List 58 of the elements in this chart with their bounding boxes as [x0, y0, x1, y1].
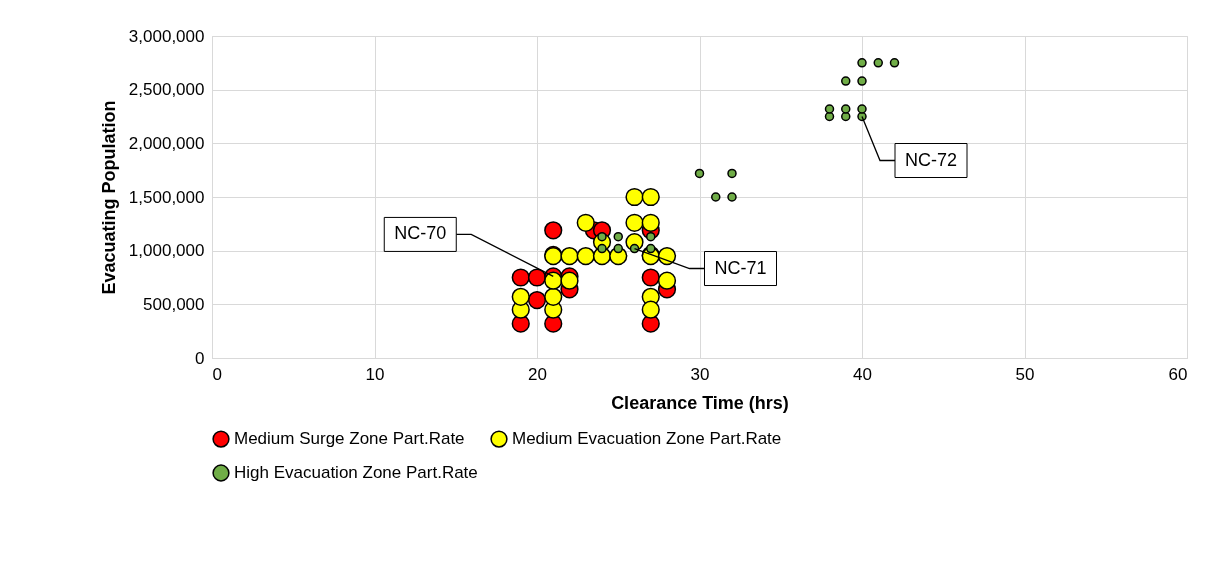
point	[841, 104, 851, 114]
x-tick-label: 30	[690, 364, 710, 384]
point	[857, 104, 867, 114]
point	[560, 271, 579, 290]
y-tick-label: 0	[195, 348, 205, 368]
x-tick-label: 0	[212, 364, 222, 384]
point	[641, 268, 660, 287]
point	[841, 76, 851, 86]
point	[646, 243, 656, 254]
y-tick-label: 3,000,000	[128, 26, 205, 46]
point	[613, 243, 623, 254]
y-tick-label: 1,000,000	[128, 241, 205, 261]
point	[641, 300, 660, 319]
point	[544, 221, 563, 240]
point	[657, 271, 677, 290]
annotation: NC-70	[394, 223, 447, 244]
y-tick-label: 2,500,000	[128, 80, 205, 100]
point	[727, 168, 737, 179]
point	[841, 111, 851, 122]
y-tick-label: 2,000,000	[128, 133, 205, 153]
x-axis-title: Clearance Time (hrs)	[611, 392, 789, 413]
point	[873, 58, 883, 68]
point	[711, 192, 721, 202]
point	[641, 213, 660, 232]
point	[613, 231, 623, 242]
legend-label: Medium Surge Zone Part.Rate	[234, 429, 465, 449]
point	[576, 213, 595, 232]
point	[597, 243, 607, 254]
point	[857, 76, 867, 86]
y-tick-label: 500,000	[143, 294, 205, 314]
legend-label: High Evacuation Zone Part.Rate	[234, 463, 478, 482]
point	[544, 271, 563, 290]
point	[560, 246, 579, 266]
point	[657, 246, 677, 266]
point	[857, 58, 867, 68]
point	[544, 287, 563, 306]
legend-label: Medium Evacuation Zone Part.Rate	[512, 429, 782, 449]
annotation: NC-72	[904, 149, 958, 170]
point	[511, 268, 530, 287]
point	[694, 168, 705, 179]
point	[511, 287, 530, 306]
point	[576, 246, 595, 266]
x-tick-label: 40	[853, 364, 872, 384]
annotation: NC-71	[714, 257, 767, 278]
x-tick-label: 10	[365, 364, 385, 384]
point	[889, 58, 900, 68]
x-tick-label: 50	[1015, 364, 1035, 384]
y-tick-label: 1,500,000	[128, 187, 205, 207]
point	[625, 187, 644, 207]
point	[727, 192, 737, 202]
point	[625, 213, 644, 232]
point	[641, 187, 660, 207]
point	[824, 104, 835, 114]
point	[527, 290, 547, 310]
x-tick-label: 60	[1168, 364, 1188, 384]
y-axis-title: Evacuating Population	[98, 100, 119, 295]
point	[527, 268, 547, 287]
x-tick-label: 20	[528, 364, 547, 384]
